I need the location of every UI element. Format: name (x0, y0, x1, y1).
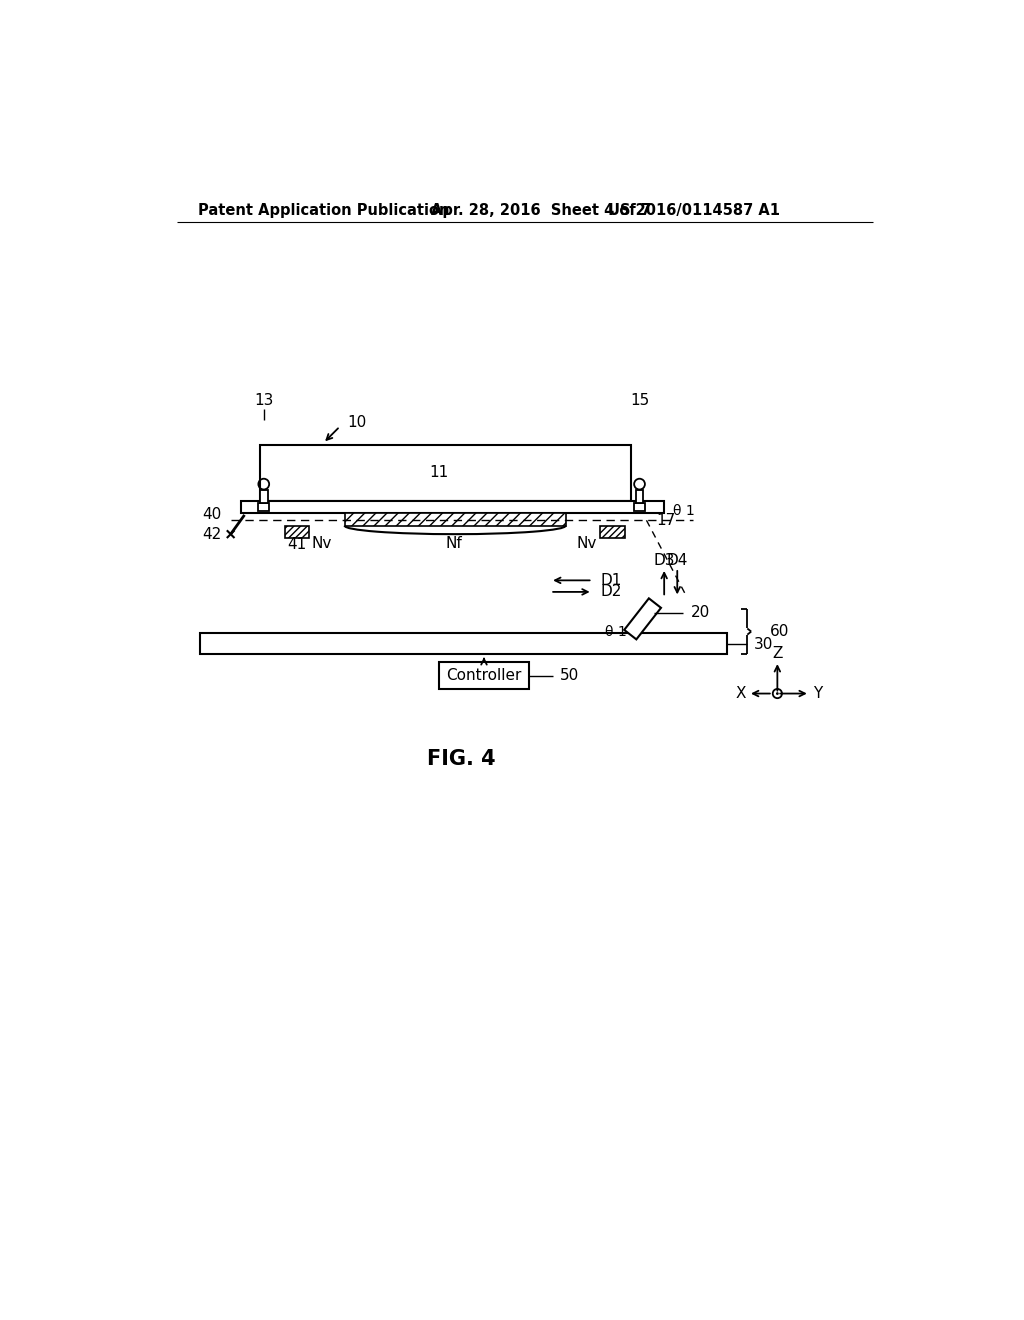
Text: 41: 41 (288, 537, 306, 553)
Text: 40: 40 (202, 507, 221, 523)
Bar (200, 634, 727, 655)
Text: Nf: Nf (445, 536, 462, 550)
Text: Patent Application Publication: Patent Application Publication (199, 203, 450, 218)
Text: Nv: Nv (577, 536, 597, 550)
Text: θ 1: θ 1 (605, 624, 628, 639)
Text: Y: Y (813, 686, 822, 701)
Bar (258, 503, 269, 511)
Text: D1: D1 (600, 573, 622, 587)
Text: 10: 10 (348, 414, 367, 430)
Bar (438, 663, 529, 689)
Bar (285, 527, 309, 539)
Text: 50: 50 (559, 668, 579, 684)
Bar (600, 527, 625, 539)
Bar (636, 490, 643, 503)
Text: Nv: Nv (311, 536, 332, 550)
Text: Apr. 28, 2016  Sheet 4 of 7: Apr. 28, 2016 Sheet 4 of 7 (431, 203, 651, 218)
Text: X: X (735, 686, 745, 701)
Text: D3: D3 (653, 553, 675, 568)
Text: θ 1: θ 1 (674, 504, 695, 517)
Bar (345, 512, 565, 525)
Text: D2: D2 (600, 585, 622, 599)
Bar (634, 503, 645, 511)
Text: 42: 42 (202, 527, 221, 541)
Bar (260, 490, 267, 503)
Text: D4: D4 (667, 553, 688, 568)
Text: 17: 17 (656, 512, 676, 528)
Circle shape (776, 692, 778, 694)
Bar (260, 445, 631, 502)
Text: US 2016/0114587 A1: US 2016/0114587 A1 (608, 203, 780, 218)
Text: 11: 11 (429, 465, 449, 480)
Text: 60: 60 (770, 624, 790, 639)
Text: FIG. 4: FIG. 4 (427, 748, 496, 770)
Text: 15: 15 (630, 393, 649, 408)
Bar (241, 502, 665, 512)
Text: 20: 20 (691, 605, 711, 620)
Text: 13: 13 (254, 393, 273, 408)
Text: Controller: Controller (446, 668, 521, 682)
Bar (625, 598, 662, 639)
Text: Z: Z (772, 645, 782, 661)
Text: 30: 30 (755, 636, 774, 652)
